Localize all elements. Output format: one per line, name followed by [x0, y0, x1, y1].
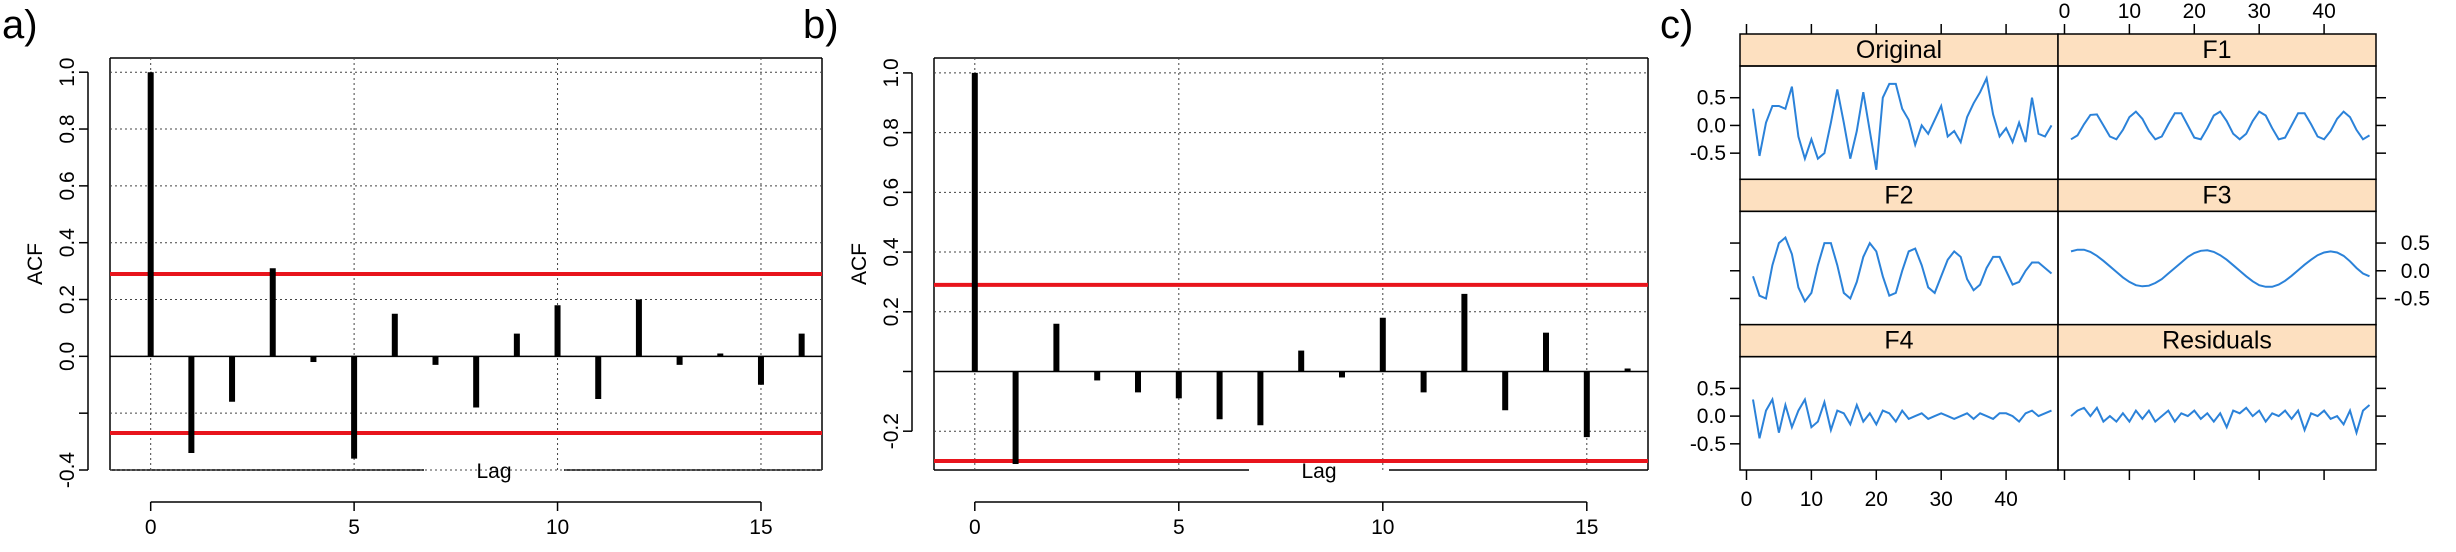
series-line	[2070, 110, 2371, 141]
x-tick-label: 40	[2312, 0, 2335, 23]
x-tick-label: 10	[1800, 488, 1823, 511]
panel-box	[1739, 65, 2059, 181]
y-tick-label: -0.2	[880, 413, 903, 449]
strip-title: Residuals	[2162, 327, 2272, 355]
panel-label-c: c)	[1660, 3, 1693, 47]
panel-box	[2057, 65, 2377, 181]
acf-a-y-axis-label: ACF	[24, 243, 47, 285]
y-tick-label: 1.0	[56, 58, 79, 87]
strip-title: F3	[2202, 181, 2231, 209]
x-tick-label: 40	[1994, 488, 2017, 511]
x-tick-label: 20	[1865, 488, 1888, 511]
y-tick-label: 0.0	[1697, 405, 1726, 428]
series-line	[2070, 248, 2370, 288]
y-tick-label: 0.0	[56, 342, 79, 371]
y-tick-label: 0.6	[880, 178, 903, 207]
strip-title: Original	[1856, 36, 1942, 64]
strip-title: F2	[1884, 181, 1913, 209]
acf-x-axis-label: Lag	[1301, 460, 1336, 483]
y-tick-label: -0.5	[1690, 142, 1726, 165]
acf-panel-b: b) ACF Lag 0 5 10 15 -0.2 0.2 0.4 0.6 0.8 1.0	[803, 3, 1649, 539]
x-tick-label: 0	[969, 516, 981, 539]
y-tick-label: 0.0	[2401, 260, 2430, 283]
y-tick-label: 0.5	[1697, 377, 1726, 400]
panel-label-a: a)	[2, 3, 38, 47]
y-tick-label: -0.5	[1690, 433, 1726, 456]
y-tick-label: 0.2	[56, 285, 79, 314]
y-tick-label: 0.2	[880, 297, 903, 326]
y-tick-label: -0.5	[2394, 287, 2430, 310]
strip-header	[1739, 323, 2059, 358]
y-tick-label: 0.6	[56, 171, 79, 200]
strip-header	[1739, 33, 2059, 67]
x-tick-label: 0	[145, 516, 157, 539]
y-tick-label: 0.5	[1697, 87, 1726, 110]
y-tick-label: 0.4	[56, 228, 79, 258]
x-tick-label: 15	[1575, 516, 1598, 539]
y-tick-label: 0.8	[56, 114, 79, 143]
y-tick-label: 0.8	[880, 118, 903, 147]
acf-x-axis-label: Lag	[476, 460, 511, 483]
acf-b-y-axis-label: ACF	[848, 243, 871, 285]
acf-panel-a: a) ACF Lag 0 5 10 15 -0.4 0.0 0.2 0.4 0.6 0.8 1.0	[2, 3, 823, 539]
series-line	[1752, 75, 2053, 170]
strip-header	[1739, 178, 2059, 213]
strip-title: F1	[2202, 36, 2231, 64]
strip-header	[2057, 33, 2377, 67]
panel-box	[2057, 210, 2377, 326]
y-tick-label: 0.5	[2401, 232, 2430, 255]
x-tick-label: 10	[1371, 516, 1394, 539]
x-tick-label: 10	[546, 516, 569, 539]
x-tick-label: 10	[2118, 0, 2141, 23]
decomposition-panel-c: c) Original -0.5 0.0 0.5 F1 F2 F3 -0.5 0.0 0.5 F4 -…	[1660, 0, 2430, 511]
x-tick-label: 0	[1741, 488, 1753, 511]
x-tick-label: 30	[1930, 488, 1953, 511]
x-tick-label: 5	[1173, 516, 1185, 539]
panel-label-b: b)	[803, 3, 839, 47]
y-tick-label: 0.0	[1697, 114, 1726, 137]
strip-header	[2057, 178, 2377, 213]
series-line	[1752, 235, 2053, 304]
y-tick-label: 1.0	[880, 58, 903, 87]
panel-box	[1739, 210, 2059, 326]
strip-title: F4	[1884, 327, 1913, 355]
y-tick-label: -0.4	[56, 452, 79, 489]
series-line	[2070, 404, 2371, 437]
panel-box	[2057, 355, 2377, 471]
x-tick-label: 0	[2059, 0, 2071, 23]
x-tick-label: 5	[348, 516, 360, 539]
y-tick-label: 0.4	[880, 237, 903, 267]
x-tick-label: 20	[2183, 0, 2206, 23]
x-tick-label: 30	[2248, 0, 2271, 23]
series-line	[1752, 396, 2052, 439]
x-tick-label: 15	[749, 516, 772, 539]
